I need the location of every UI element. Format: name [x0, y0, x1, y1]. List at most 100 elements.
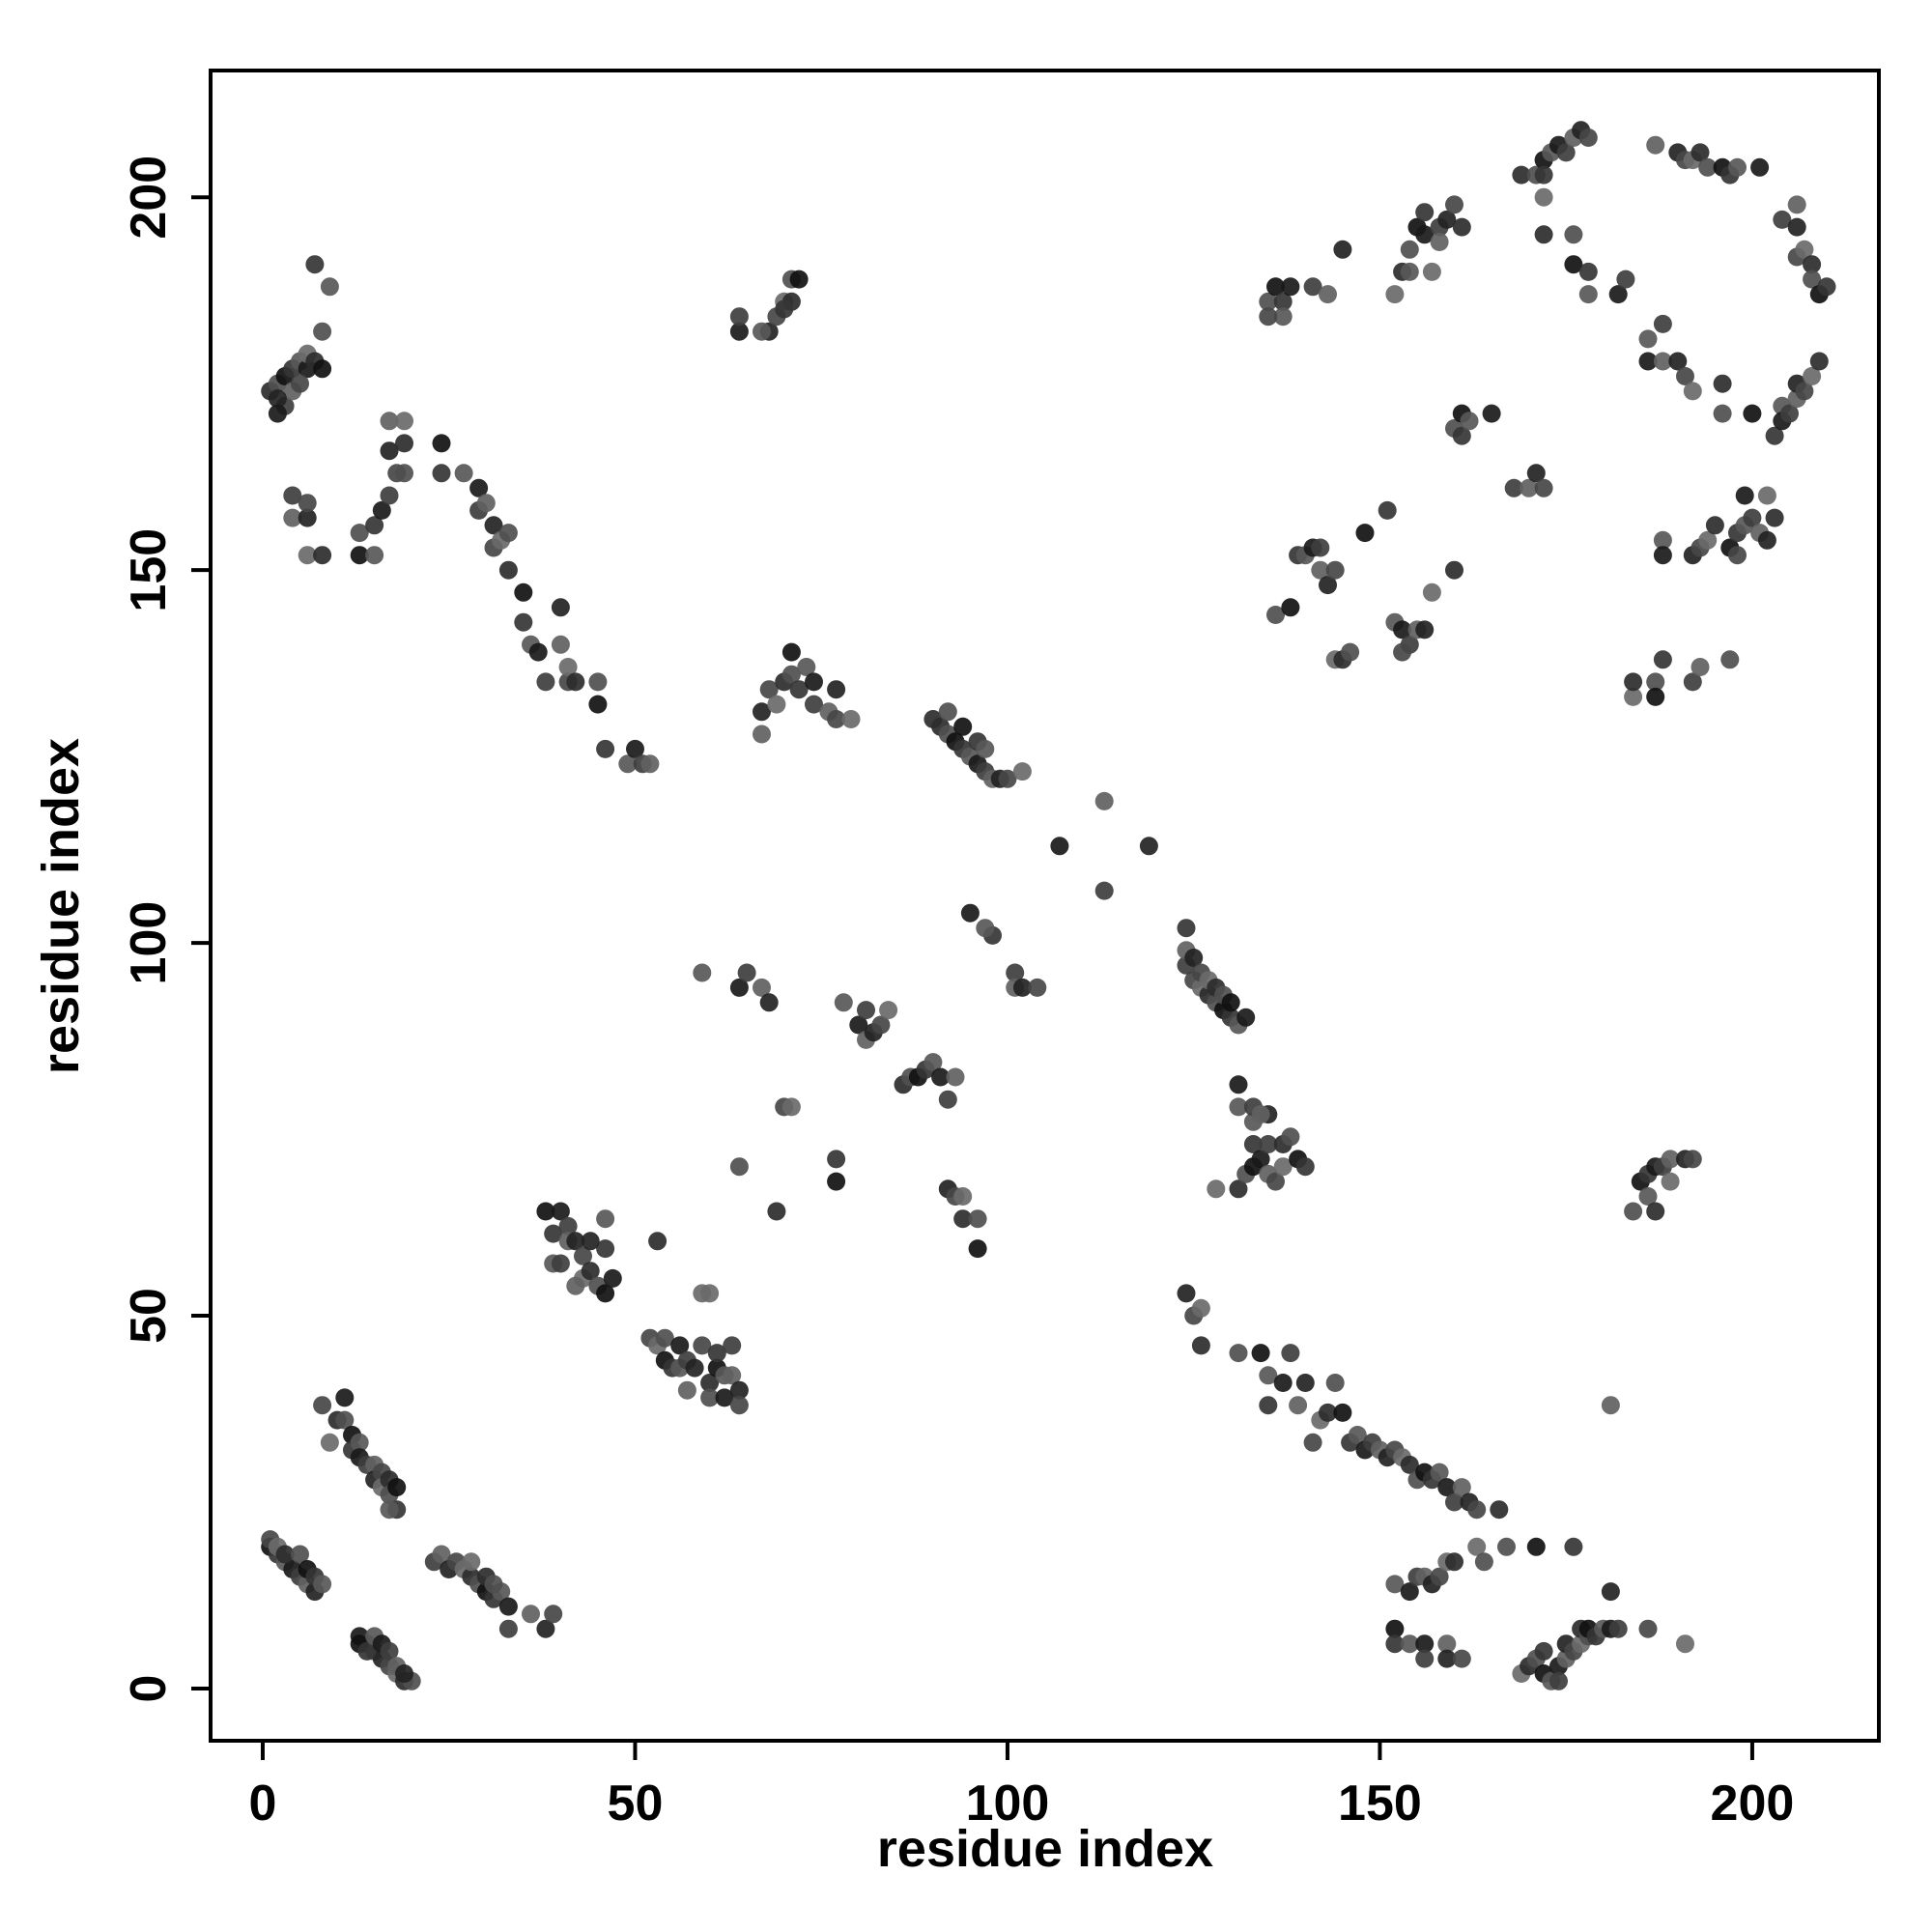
data-point: [484, 1575, 503, 1594]
data-point: [1259, 307, 1278, 327]
data-point: [781, 1097, 801, 1117]
data-point: [723, 1336, 742, 1355]
data-point: [283, 508, 302, 527]
data-point: [313, 322, 332, 341]
data-point: [1809, 352, 1829, 371]
data-point: [1578, 285, 1598, 304]
data-point: [700, 1388, 720, 1407]
data-point: [1638, 352, 1658, 371]
data-point: [946, 1067, 965, 1087]
data-point: [753, 724, 771, 744]
data-point: [1624, 1202, 1643, 1221]
data-point: [350, 1433, 369, 1452]
data-point: [1653, 650, 1672, 669]
data-point: [1311, 560, 1330, 580]
data-point: [1578, 262, 1598, 281]
data-point: [841, 710, 861, 728]
data-point: [1333, 240, 1352, 259]
data-point: [1482, 404, 1501, 423]
x-axis: 0 50 100 150 200: [249, 1741, 1794, 1832]
data-point: [1534, 187, 1553, 207]
data-point: [395, 464, 413, 483]
data-point: [700, 1374, 720, 1392]
data-point: [1646, 672, 1665, 692]
data-point: [1690, 658, 1710, 676]
data-point: [1259, 1396, 1278, 1415]
data-point: [1504, 478, 1523, 497]
data-point: [1415, 1634, 1435, 1654]
data-point: [335, 1388, 355, 1407]
data-point: [1191, 1298, 1210, 1318]
data-point: [566, 1276, 585, 1295]
data-point: [1243, 1135, 1263, 1153]
data-point: [1273, 292, 1293, 311]
data-point: [1422, 582, 1441, 602]
data-point: [1400, 1634, 1419, 1654]
data-point: [551, 1254, 570, 1273]
data-point: [320, 277, 339, 297]
data-point: [1430, 1567, 1449, 1586]
data-point: [1728, 546, 1747, 565]
data-point: [1624, 672, 1643, 692]
data-point: [1430, 1463, 1449, 1482]
data-point: [805, 672, 823, 692]
y-tick-label: 150: [121, 528, 177, 612]
data-point: [693, 963, 712, 982]
data-point: [1460, 412, 1479, 431]
data-point: [1259, 292, 1278, 311]
data-point: [1817, 277, 1836, 297]
data-point: [514, 612, 533, 632]
data-point: [1281, 1127, 1300, 1147]
data-point: [1303, 1433, 1322, 1452]
data-point: [1422, 262, 1441, 281]
data-point: [938, 1090, 957, 1109]
data-point: [1601, 1582, 1620, 1602]
data-point: [618, 754, 638, 774]
data-point: [1735, 486, 1754, 505]
data-point: [1705, 516, 1724, 535]
data-point: [1273, 1374, 1293, 1392]
data-point: [1608, 285, 1628, 304]
data-point: [670, 1336, 690, 1355]
data-point: [655, 1328, 674, 1348]
data-point: [1743, 404, 1762, 423]
data-point: [834, 993, 853, 1012]
data-point: [857, 1001, 875, 1020]
data-point: [715, 1388, 734, 1407]
y-axis: 0 50 100 150 200: [121, 156, 211, 1702]
data-point: [350, 546, 369, 565]
data-point: [603, 1268, 622, 1288]
data-point: [268, 404, 287, 423]
data-point: [1601, 1396, 1620, 1415]
data-point: [313, 359, 332, 379]
data-point: [432, 434, 451, 453]
data-point: [789, 680, 809, 699]
data-point: [522, 1605, 540, 1624]
data-point: [960, 903, 980, 923]
data-point: [626, 739, 644, 758]
data-point: [871, 1015, 891, 1035]
data-point: [976, 919, 995, 938]
data-point: [305, 255, 325, 274]
data-point: [484, 516, 503, 535]
data-point: [1400, 240, 1419, 259]
data-point: [923, 710, 943, 728]
data-point: [1534, 1641, 1553, 1661]
data-point: [1266, 606, 1285, 624]
data-points: [261, 121, 1836, 1690]
data-point: [1191, 1336, 1210, 1355]
data-point: [1445, 1552, 1463, 1572]
data-point: [528, 642, 548, 662]
data-point: [1319, 1403, 1337, 1422]
data-point: [536, 1619, 555, 1638]
data-point: [275, 1545, 295, 1564]
data-point: [1273, 1157, 1293, 1177]
data-point: [1437, 1634, 1457, 1654]
data-point: [1646, 687, 1665, 706]
data-point: [566, 672, 585, 692]
data-point: [753, 702, 771, 722]
data-point: [805, 695, 823, 714]
data-point: [1229, 1179, 1248, 1199]
data-point: [498, 1619, 518, 1638]
